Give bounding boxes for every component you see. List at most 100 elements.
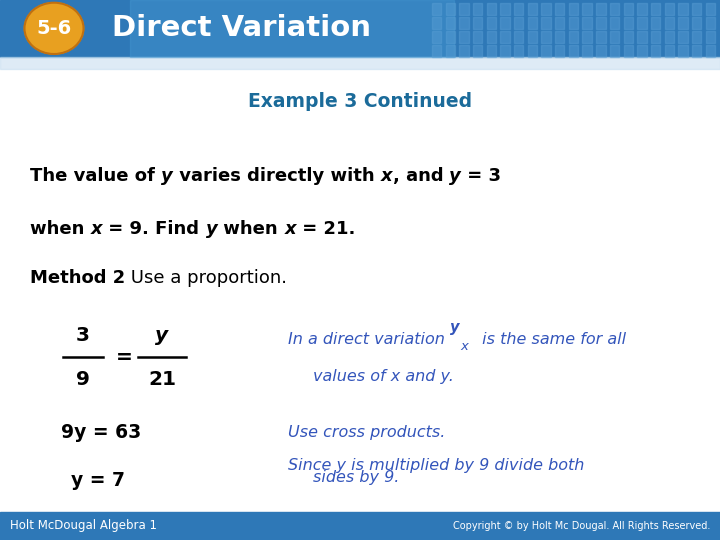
Bar bbox=[473, 17, 482, 29]
Text: Use cross products.: Use cross products. bbox=[288, 425, 446, 440]
Text: x: x bbox=[284, 220, 296, 238]
Text: Use a proportion.: Use a proportion. bbox=[125, 269, 287, 287]
Bar bbox=[624, 17, 633, 29]
Text: Method 2: Method 2 bbox=[30, 269, 125, 287]
Bar bbox=[596, 3, 606, 15]
Bar bbox=[555, 3, 564, 15]
Bar bbox=[555, 31, 564, 43]
Bar bbox=[610, 17, 619, 29]
Ellipse shape bbox=[24, 3, 84, 54]
Bar bbox=[432, 31, 441, 43]
Bar bbox=[692, 17, 701, 29]
Bar bbox=[706, 17, 715, 29]
Bar bbox=[459, 45, 469, 57]
Text: when: when bbox=[30, 220, 91, 238]
Text: x: x bbox=[91, 220, 102, 238]
Bar bbox=[446, 3, 455, 15]
Bar bbox=[500, 17, 510, 29]
Bar bbox=[596, 17, 606, 29]
Bar bbox=[610, 3, 619, 15]
Bar bbox=[651, 3, 660, 15]
Bar bbox=[596, 45, 606, 57]
Text: The value of: The value of bbox=[30, 167, 161, 185]
Bar bbox=[637, 3, 647, 15]
Bar bbox=[596, 31, 606, 43]
Bar bbox=[706, 3, 715, 15]
Bar bbox=[665, 31, 674, 43]
Text: = 9. Find: = 9. Find bbox=[102, 220, 206, 238]
Bar bbox=[514, 45, 523, 57]
Bar bbox=[528, 31, 537, 43]
Bar bbox=[665, 45, 674, 57]
Bar bbox=[446, 31, 455, 43]
Bar bbox=[446, 45, 455, 57]
Bar bbox=[459, 31, 469, 43]
Text: Direct Variation: Direct Variation bbox=[112, 15, 371, 42]
Bar bbox=[541, 3, 551, 15]
Text: 9y = 63: 9y = 63 bbox=[61, 423, 141, 442]
Text: 3: 3 bbox=[76, 326, 90, 345]
Bar bbox=[541, 45, 551, 57]
Text: y = 7: y = 7 bbox=[71, 471, 125, 490]
Bar bbox=[432, 45, 441, 57]
Bar bbox=[692, 31, 701, 43]
Bar bbox=[678, 3, 688, 15]
Bar bbox=[0, 57, 720, 69]
Text: 5-6: 5-6 bbox=[37, 19, 71, 38]
Text: In a direct variation: In a direct variation bbox=[288, 332, 450, 347]
Bar bbox=[487, 31, 496, 43]
Bar bbox=[0, 512, 720, 540]
Bar bbox=[678, 45, 688, 57]
Bar bbox=[500, 31, 510, 43]
Bar bbox=[459, 3, 469, 15]
Text: = 3: = 3 bbox=[462, 167, 501, 185]
Bar bbox=[528, 3, 537, 15]
Bar bbox=[473, 31, 482, 43]
Bar bbox=[432, 3, 441, 15]
Bar bbox=[555, 17, 564, 29]
Bar bbox=[665, 17, 674, 29]
Bar bbox=[569, 45, 578, 57]
Bar bbox=[651, 45, 660, 57]
Bar bbox=[706, 31, 715, 43]
Bar bbox=[446, 17, 455, 29]
Bar bbox=[582, 3, 592, 15]
Bar bbox=[528, 45, 537, 57]
Bar bbox=[624, 3, 633, 15]
Text: when: when bbox=[217, 220, 284, 238]
Bar bbox=[678, 17, 688, 29]
Bar bbox=[130, 0, 454, 57]
Bar bbox=[706, 45, 715, 57]
Text: x: x bbox=[461, 340, 469, 353]
Text: 9: 9 bbox=[76, 370, 90, 389]
Bar bbox=[473, 45, 482, 57]
Bar bbox=[610, 45, 619, 57]
Text: varies directly with: varies directly with bbox=[173, 167, 381, 185]
Bar bbox=[610, 31, 619, 43]
Bar bbox=[569, 17, 578, 29]
Bar bbox=[473, 3, 482, 15]
Bar bbox=[624, 31, 633, 43]
Bar bbox=[541, 17, 551, 29]
Bar bbox=[582, 45, 592, 57]
Bar bbox=[459, 17, 469, 29]
Bar bbox=[487, 3, 496, 15]
Bar bbox=[637, 45, 647, 57]
Text: y: y bbox=[450, 320, 459, 335]
Text: Holt McDougal Algebra 1: Holt McDougal Algebra 1 bbox=[10, 519, 157, 532]
Bar bbox=[500, 3, 510, 15]
Bar bbox=[637, 31, 647, 43]
Bar bbox=[528, 17, 537, 29]
Text: values of x and y.: values of x and y. bbox=[313, 369, 454, 384]
Bar bbox=[555, 45, 564, 57]
Bar bbox=[665, 3, 674, 15]
Bar bbox=[692, 45, 701, 57]
Bar bbox=[487, 45, 496, 57]
Bar bbox=[651, 31, 660, 43]
Bar bbox=[582, 31, 592, 43]
Bar bbox=[624, 45, 633, 57]
Bar bbox=[0, 0, 720, 57]
Bar bbox=[569, 31, 578, 43]
Bar bbox=[514, 31, 523, 43]
Text: x: x bbox=[381, 167, 392, 185]
